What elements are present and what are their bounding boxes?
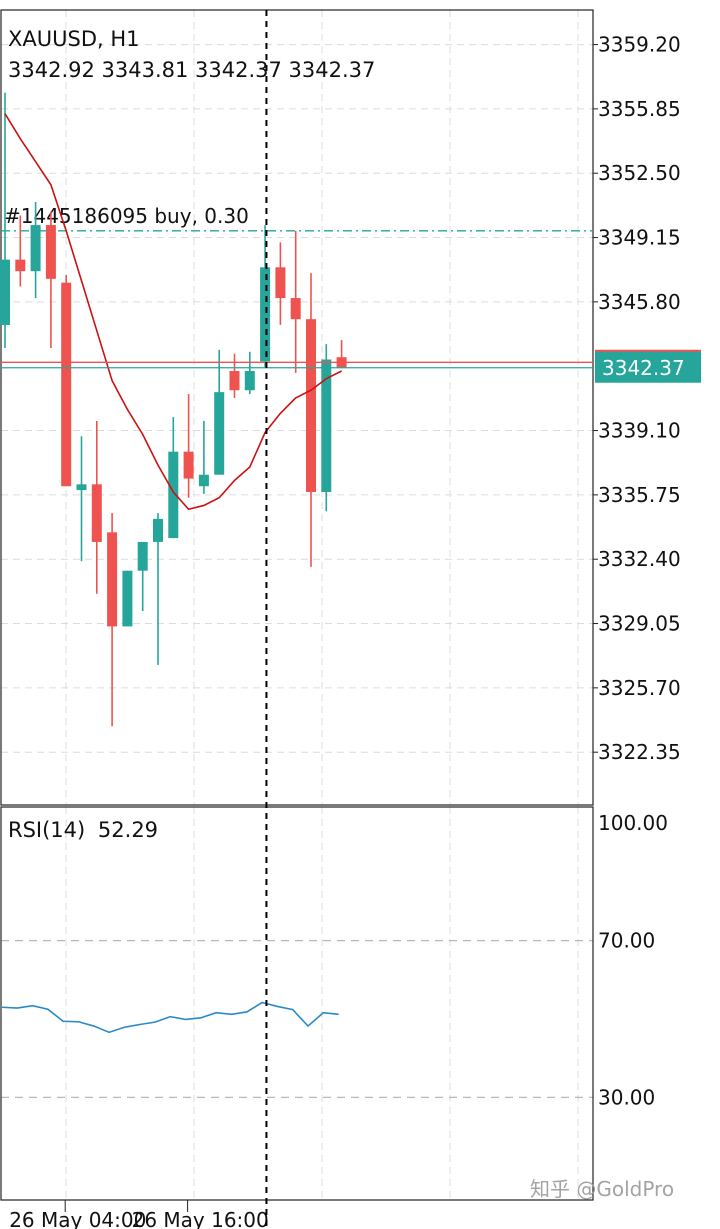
rsi-tick-label: 70.00 (598, 929, 655, 953)
candle (122, 570, 133, 627)
candle-body (229, 371, 240, 391)
price-tick-label: 3329.05 (598, 612, 681, 636)
rsi-tick-label: 100.00 (598, 811, 668, 835)
rsi-title: RSI(14) (8, 818, 85, 842)
candle (290, 230, 301, 373)
price-tick-label: 3325.70 (598, 676, 681, 700)
candle-body (153, 518, 163, 542)
candle-body (168, 451, 179, 539)
time-tick-label: 26 May 04:00 (9, 1208, 146, 1229)
candle (107, 513, 118, 727)
candle (321, 344, 332, 512)
price-panel-border (0, 9, 594, 806)
rsi-value: 52.29 (98, 818, 158, 842)
ma-line (4, 113, 342, 511)
current-price-tag (595, 350, 701, 383)
candle (15, 215, 26, 287)
price-tick-label: 3349.15 (598, 226, 681, 250)
candle (30, 202, 41, 299)
price-tick-label: 3339.10 (598, 419, 681, 443)
candle (336, 340, 347, 368)
candle (91, 420, 102, 594)
price-tick-label: 3345.80 (598, 290, 681, 314)
candle-body (244, 371, 255, 391)
candle (275, 242, 286, 325)
price-tick-label: 3332.40 (598, 547, 681, 571)
price-axis: 3359.20 3355.85 3352.50 3349.15 3345.80 3339.… (593, 33, 681, 764)
candle (214, 349, 225, 475)
rsi-series-line (1, 1001, 339, 1034)
candles (0, 92, 347, 727)
candle-body (0, 259, 10, 325)
ohlc-label: 3342.92 3343.81 3342.37 3342.37 (8, 58, 375, 82)
candle-body (214, 392, 225, 475)
candle (45, 211, 56, 348)
candle (61, 275, 72, 487)
price-grid (1, 10, 593, 805)
candle (229, 353, 240, 398)
candle (260, 225, 271, 368)
candle (0, 92, 10, 348)
candle (137, 541, 148, 612)
price-tick-label: 3335.75 (598, 483, 681, 507)
candle-body (107, 532, 118, 627)
price-tick-label: 3322.35 (598, 740, 681, 764)
candle-body (91, 484, 102, 542)
candle-body (30, 225, 41, 272)
candle-body (122, 570, 133, 627)
current-price-label: 3342.37 (602, 356, 685, 380)
time-tick-label: 26 May 16:00 (132, 1208, 269, 1229)
rsi-line (1, 1001, 339, 1034)
candle-body (321, 359, 332, 492)
rsi-label: RSI(14) 52.29 (8, 818, 158, 842)
candle-body (76, 484, 87, 491)
candle (198, 420, 209, 494)
price-tick-label: 3359.20 (598, 33, 681, 57)
candle (244, 351, 255, 395)
candle-body (45, 225, 56, 279)
rsi-panel-border (0, 806, 594, 1201)
candle (306, 273, 316, 567)
order-label[interactable]: #1445186095 buy, 0.30 (4, 204, 249, 228)
symbol-label: XAUUSD, H1 (8, 27, 140, 51)
candle-body (260, 267, 271, 362)
candle-body (183, 451, 194, 479)
candle (76, 436, 87, 562)
candle-body (306, 319, 316, 492)
candle-body (61, 282, 72, 487)
candle (153, 513, 163, 665)
candle-body (290, 298, 301, 320)
price-tick-label: 3355.85 (598, 97, 681, 121)
price-lines: 3342.37 (1, 349, 701, 383)
candle (183, 394, 194, 498)
watermark: 知乎 @GoldPro (530, 1177, 674, 1201)
order-line[interactable]: #1445186095 buy, 0.30 (1, 204, 593, 232)
price-tick-label: 3352.50 (598, 161, 681, 185)
moving-average (4, 113, 342, 511)
candle-body (275, 267, 286, 299)
candle-body (15, 259, 26, 272)
candle (168, 417, 179, 539)
candle-body (198, 474, 209, 487)
candle-body (137, 541, 148, 571)
rsi-tick-label: 30.00 (598, 1085, 655, 1109)
rsi-axis: 100.00 70.00 30.00 (598, 811, 668, 1109)
rsi-grid (1, 807, 593, 1200)
